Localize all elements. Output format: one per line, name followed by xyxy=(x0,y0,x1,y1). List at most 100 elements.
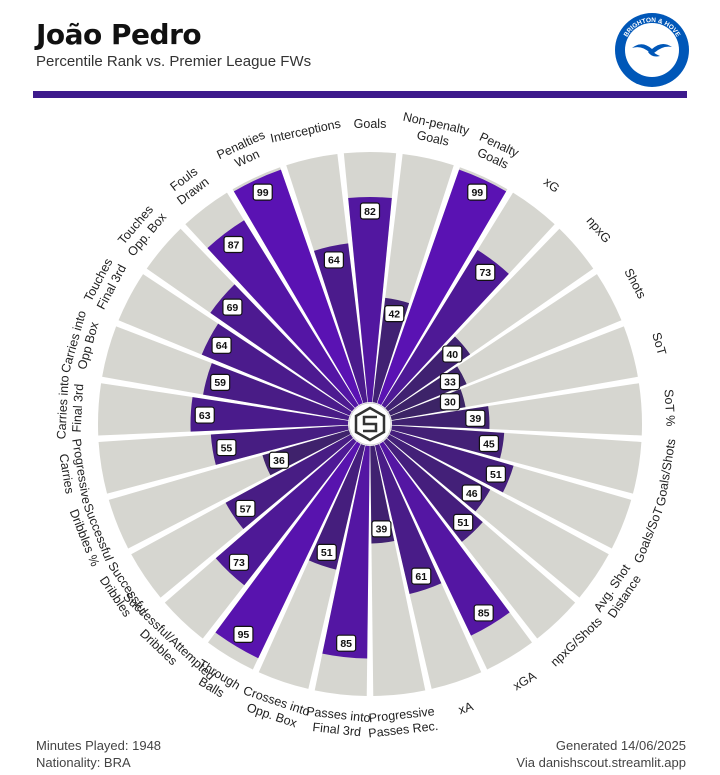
category-label: TouchesFinal 3rd xyxy=(81,255,129,312)
category-label: SuccessfulDribbles % xyxy=(67,502,116,569)
value-wedge xyxy=(391,406,490,430)
value-label: 51 xyxy=(316,543,337,562)
category-label-line: Goals xyxy=(354,117,387,131)
value-label-text: 85 xyxy=(478,608,490,620)
value-wedge xyxy=(374,444,442,594)
category-label: Carries intoFinal 3rd xyxy=(54,375,86,440)
value-label: 73 xyxy=(475,263,496,281)
category-label: ProgressiveCarries xyxy=(54,438,93,508)
value-label-text: 51 xyxy=(321,547,333,559)
category-label-line: xGA xyxy=(511,668,540,693)
value-label-box xyxy=(485,465,506,483)
value-wedge xyxy=(313,243,368,404)
seagull-icon xyxy=(632,43,672,53)
footer-right: Generated 14/06/2025 Via danishscout.str… xyxy=(516,737,686,771)
value-wedge xyxy=(372,297,410,404)
value-label: 99 xyxy=(467,183,488,201)
value-wedge xyxy=(210,284,355,412)
value-label: 63 xyxy=(194,406,215,424)
value-label-text: 64 xyxy=(216,340,228,352)
value-label-text: 51 xyxy=(457,517,469,529)
value-label-text: 64 xyxy=(328,255,340,267)
minutes-played: Minutes Played: 1948 xyxy=(36,738,162,753)
value-label-text: 82 xyxy=(364,206,376,218)
value-label-box xyxy=(465,409,486,427)
category-label: SoT % xyxy=(662,389,678,427)
value-label-text: 95 xyxy=(238,629,250,641)
value-label-box xyxy=(475,263,496,281)
category-label-line: Carries into xyxy=(54,375,71,440)
value-label-text: 45 xyxy=(483,438,495,450)
category-label-line: Carries xyxy=(56,453,76,495)
value-wedge xyxy=(379,441,510,636)
page-title: João Pedro xyxy=(36,18,202,51)
category-label: PenaltiesWon xyxy=(215,128,274,176)
value-label-box xyxy=(442,345,463,363)
value-wedge xyxy=(190,397,349,432)
category-label-line: Goals/Shots xyxy=(654,438,679,507)
footer-left: Minutes Played: 1948 Nationality: BRA xyxy=(36,737,161,771)
value-wedge xyxy=(308,444,366,570)
value-wedge xyxy=(322,445,370,659)
value-wedge xyxy=(348,197,392,403)
value-label-box xyxy=(316,543,337,562)
value-wedge xyxy=(203,363,350,421)
badge-bottom-text: ALBION xyxy=(638,68,665,78)
value-label-box xyxy=(439,393,461,411)
value-label: 64 xyxy=(323,251,344,269)
accent-bar xyxy=(33,91,687,98)
value-label: 87 xyxy=(223,235,244,254)
value-wedge xyxy=(207,220,359,408)
category-label: Non-penaltyGoals xyxy=(398,110,471,153)
category-label: xGA xyxy=(511,668,540,693)
value-label-box xyxy=(411,567,432,585)
value-label-box xyxy=(233,625,254,643)
category-label: ProgressivePasses Rec. xyxy=(366,704,439,740)
value-label: 39 xyxy=(465,409,486,427)
value-label-box xyxy=(336,634,357,652)
category-label: SoT xyxy=(649,331,669,357)
value-wedge xyxy=(389,430,514,493)
value-wedge xyxy=(391,425,505,459)
value-label-text: 73 xyxy=(233,557,245,569)
value-wedge xyxy=(215,441,361,659)
value-label-box xyxy=(371,520,392,538)
value-label-box xyxy=(467,183,488,201)
value-label: 73 xyxy=(228,553,250,571)
value-label: 85 xyxy=(336,634,357,652)
category-label: Goals/SoT xyxy=(631,505,666,565)
value-label-box xyxy=(453,513,474,531)
value-wedge xyxy=(215,438,357,586)
category-label: Avg. ShotDistance xyxy=(591,561,646,622)
category-label-line: Shots xyxy=(621,266,648,301)
value-label-box xyxy=(252,183,273,201)
category-label-line: Final 3rd xyxy=(312,720,362,739)
category-label: Passes intoFinal 3rd xyxy=(304,704,371,740)
value-label: 30 xyxy=(439,393,461,411)
value-label-text: 46 xyxy=(466,488,478,500)
category-label-line: SoT % xyxy=(662,389,678,427)
category-label: Shots xyxy=(621,266,648,301)
value-label-text: 61 xyxy=(415,571,427,583)
value-label-box xyxy=(235,499,256,518)
value-label-text: 99 xyxy=(471,187,483,199)
value-label-text: 59 xyxy=(214,377,226,389)
category-label-line: SoT xyxy=(649,331,669,357)
value-wedges xyxy=(190,169,514,659)
value-label: 39 xyxy=(371,520,392,538)
source-credit: Via danishscout.streamlit.app xyxy=(516,755,686,770)
value-label: 69 xyxy=(222,298,243,316)
category-label-line: Goals xyxy=(415,128,450,149)
category-label-line: xA xyxy=(457,699,476,717)
value-label: 36 xyxy=(268,451,290,469)
category-label: Goals/Shots xyxy=(654,438,679,507)
value-wedge xyxy=(381,250,509,408)
center-logo-icon xyxy=(348,402,392,446)
value-label-text: 99 xyxy=(257,187,269,199)
value-label: 61 xyxy=(411,567,432,585)
value-label-text: 30 xyxy=(444,397,456,409)
value-label: 33 xyxy=(439,373,461,391)
value-label-text: 33 xyxy=(444,376,456,388)
value-label-box xyxy=(210,373,231,391)
